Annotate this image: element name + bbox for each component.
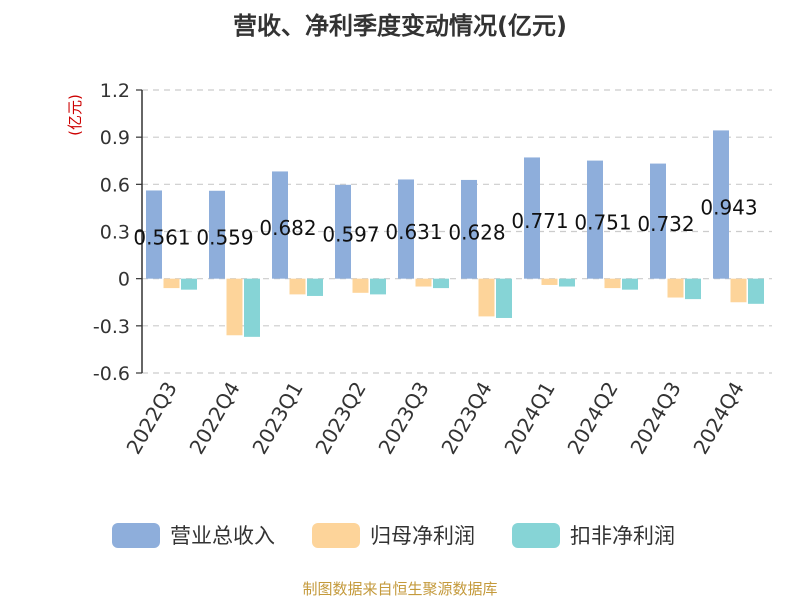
y-axis-label: (亿元) (66, 94, 84, 136)
data-label: 0.943 (700, 196, 757, 220)
bar-2-6 (559, 278, 575, 287)
y-tick-labels: 1.2 0.9 0.6 0.3 0 -0.3 -0.6 (93, 80, 130, 385)
bar-1-5 (478, 278, 495, 317)
bar-1-7 (604, 278, 621, 289)
legend: 营业总收入 归母净利润 扣非净利润 (112, 523, 675, 548)
legend-label: 扣非净利润 (570, 524, 675, 548)
x-tick-label: 2023Q2 (310, 378, 370, 459)
chart-title: 营收、净利季度变动情况(亿元) (233, 12, 567, 40)
data-label: 0.751 (574, 211, 631, 235)
bar-0-9 (713, 130, 729, 279)
bar-2-4 (433, 278, 449, 289)
data-label: 0.597 (322, 223, 379, 247)
x-tick-label: 2023Q3 (373, 378, 433, 459)
y-tick-label: -0.3 (93, 316, 130, 338)
bar-2-2 (307, 278, 323, 296)
bar-2-8 (685, 278, 701, 300)
bar-1-9 (730, 278, 747, 303)
x-tick-label: 2024Q1 (499, 378, 559, 459)
legend-swatch (512, 523, 560, 548)
y-tick-label: -0.6 (93, 363, 130, 385)
y-tick-label: 0.3 (100, 222, 130, 244)
bar-1-4 (415, 278, 432, 287)
legend-label: 营业总收入 (170, 524, 275, 548)
x-tick-label: 2024Q3 (625, 378, 685, 459)
bar-0-1 (209, 190, 225, 279)
legend-swatch (312, 523, 360, 548)
bar-0-0 (146, 190, 162, 279)
bar-1-2 (289, 278, 306, 295)
legend-label: 归母净利润 (370, 524, 475, 548)
x-tick-label: 2022Q4 (184, 378, 244, 459)
legend-swatch (112, 523, 160, 548)
y-tick-label: 0.6 (100, 174, 130, 196)
x-tick-label: 2023Q1 (247, 378, 307, 459)
x-tick-label: 2022Q3 (121, 378, 181, 459)
bar-0-2 (272, 171, 288, 279)
data-labels: 0.561 0.559 0.682 0.597 0.631 0.628 0.771 0.751… (133, 196, 757, 250)
bar-1-8 (667, 278, 684, 298)
data-label: 0.732 (637, 212, 694, 236)
bar-1-3 (352, 278, 369, 293)
y-tick-label: 1.2 (100, 80, 130, 102)
x-tick-labels: 2022Q3 2022Q4 2023Q1 2023Q2 2023Q3 2023Q4 2024… (121, 378, 748, 459)
bar-2-5 (496, 278, 512, 318)
y-tick-label: 0.9 (100, 127, 130, 149)
bars (146, 130, 764, 337)
bar-2-3 (370, 278, 386, 295)
y-tick-label: 0 (118, 269, 130, 291)
bar-1-6 (541, 278, 558, 285)
data-label: 0.771 (511, 209, 568, 233)
bar-0-3 (335, 184, 351, 279)
x-tick-label: 2024Q4 (688, 378, 748, 459)
data-label: 0.682 (259, 216, 316, 240)
data-label: 0.559 (196, 226, 253, 250)
bar-2-7 (622, 278, 638, 290)
data-label: 0.561 (133, 226, 190, 250)
data-label: 0.628 (448, 220, 505, 244)
bar-0-8 (650, 163, 666, 279)
bar-0-6 (524, 157, 540, 279)
source-note: 制图数据来自恒生聚源数据库 (302, 580, 497, 598)
x-tick-label: 2024Q2 (562, 378, 622, 459)
bar-2-9 (748, 278, 764, 304)
bar-1-0 (163, 278, 180, 289)
bar-0-5 (461, 179, 477, 279)
bar-1-1 (226, 278, 243, 336)
bar-0-4 (398, 179, 414, 279)
data-label: 0.631 (385, 220, 442, 244)
bar-0-7 (587, 160, 603, 279)
bar-2-0 (181, 278, 197, 290)
bar-2-1 (244, 278, 260, 337)
x-tick-label: 2023Q4 (436, 378, 496, 459)
